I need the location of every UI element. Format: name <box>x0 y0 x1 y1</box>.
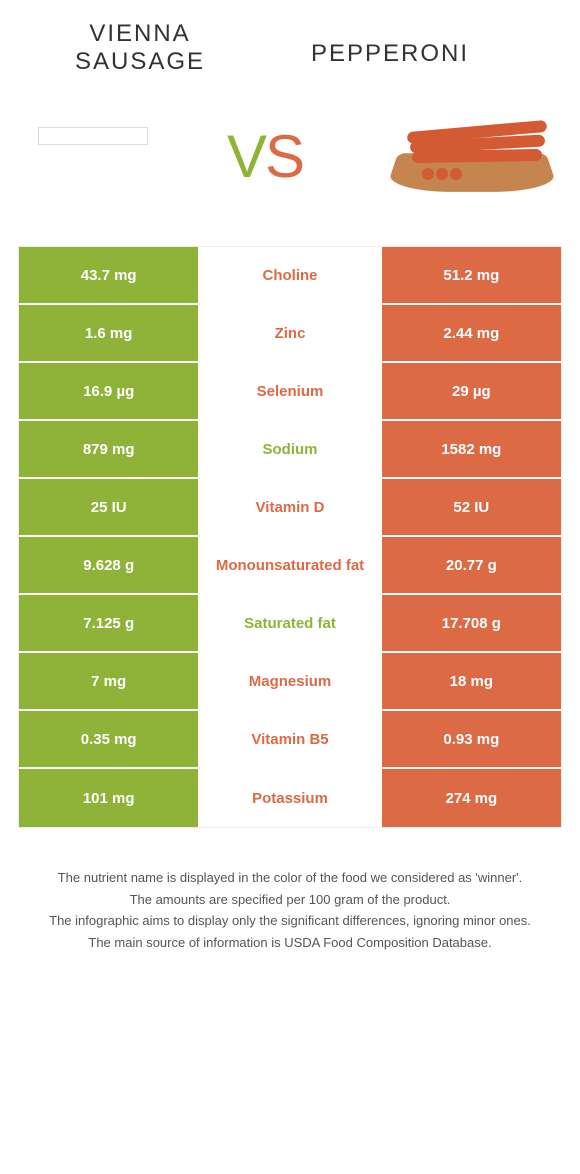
table-row: 7 mgMagnesium18 mg <box>19 653 561 711</box>
nutrient-name-cell: Vitamin B5 <box>198 711 381 767</box>
left-value-cell: 9.628 g <box>19 537 198 593</box>
table-row: 1.6 mgZinc2.44 mg <box>19 305 561 363</box>
left-value-cell: 0.35 mg <box>19 711 198 767</box>
left-value-cell: 1.6 mg <box>19 305 198 361</box>
right-food-image <box>382 96 562 216</box>
nutrient-name-cell: Potassium <box>198 769 381 827</box>
footer-line: The nutrient name is displayed in the co… <box>30 868 550 888</box>
nutrient-name-cell: Zinc <box>198 305 381 361</box>
table-row: 43.7 mgCholine51.2 mg <box>19 247 561 305</box>
table-row: 9.628 gMonounsaturated fat20.77 g <box>19 537 561 595</box>
right-value-cell: 20.77 g <box>382 537 561 593</box>
nutrient-name-cell: Vitamin D <box>198 479 381 535</box>
left-value-cell: 25 IU <box>19 479 198 535</box>
left-value-cell: 7 mg <box>19 653 198 709</box>
right-value-cell: 0.93 mg <box>382 711 561 767</box>
right-value-cell: 2.44 mg <box>382 305 561 361</box>
table-row: 879 mgSodium1582 mg <box>19 421 561 479</box>
table-row: 101 mgPotassium274 mg <box>19 769 561 827</box>
table-row: 25 IUVitamin D52 IU <box>19 479 561 537</box>
right-value-cell: 274 mg <box>382 769 561 827</box>
nutrient-name-cell: Monounsaturated fat <box>198 537 381 593</box>
left-food-title: VIENNA SAUSAGE <box>40 20 240 76</box>
right-value-cell: 17.708 g <box>382 595 561 651</box>
right-value-cell: 18 mg <box>382 653 561 709</box>
nutrient-table: 43.7 mgCholine51.2 mg1.6 mgZinc2.44 mg16… <box>18 246 562 828</box>
left-value-cell: 101 mg <box>19 769 198 827</box>
vs-v: V <box>227 123 265 190</box>
right-value-cell: 52 IU <box>382 479 561 535</box>
right-value-cell: 51.2 mg <box>382 247 561 303</box>
left-value-cell: 879 mg <box>19 421 198 477</box>
nutrient-name-cell: Saturated fat <box>198 595 381 651</box>
header: VIENNA SAUSAGE PEPPERONI <box>0 0 580 86</box>
left-value-cell: 43.7 mg <box>19 247 198 303</box>
footer-line: The infographic aims to display only the… <box>30 911 550 931</box>
right-food-title: PEPPERONI <box>240 20 540 76</box>
footer-notes: The nutrient name is displayed in the co… <box>0 828 580 952</box>
footer-line: The main source of information is USDA F… <box>30 933 550 953</box>
pepperoni-illustration <box>382 106 562 206</box>
left-value-cell: 7.125 g <box>19 595 198 651</box>
nutrient-name-cell: Choline <box>198 247 381 303</box>
nutrient-name-cell: Selenium <box>198 363 381 419</box>
vs-label: VS <box>227 122 303 191</box>
image-row: VS <box>0 86 580 246</box>
footer-line: The amounts are specified per 100 gram o… <box>30 890 550 910</box>
table-row: 7.125 gSaturated fat17.708 g <box>19 595 561 653</box>
nutrient-name-cell: Magnesium <box>198 653 381 709</box>
nutrient-name-cell: Sodium <box>198 421 381 477</box>
right-value-cell: 1582 mg <box>382 421 561 477</box>
left-value-cell: 16.9 µg <box>19 363 198 419</box>
table-row: 0.35 mgVitamin B50.93 mg <box>19 711 561 769</box>
left-food-image <box>38 127 148 145</box>
right-value-cell: 29 µg <box>382 363 561 419</box>
table-row: 16.9 µgSelenium29 µg <box>19 363 561 421</box>
vs-s: S <box>265 123 303 190</box>
